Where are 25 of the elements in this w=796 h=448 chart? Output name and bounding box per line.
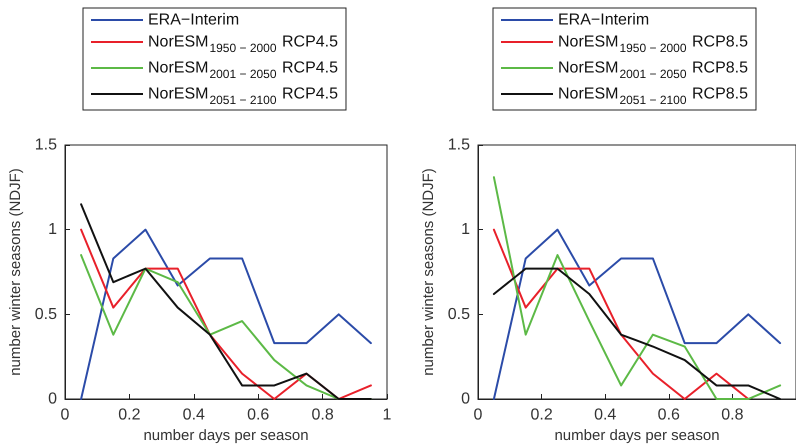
x-tick-label: 0.4 bbox=[182, 406, 206, 424]
x-tick-label: 0.6 bbox=[658, 406, 680, 424]
y-tick-label: 1 bbox=[461, 221, 470, 238]
x-tick-label: 0.2 bbox=[118, 406, 141, 424]
x-tick-label: 0.4 bbox=[594, 406, 616, 424]
x-tick-label: 0.2 bbox=[530, 406, 553, 424]
x-tick-label: 0 bbox=[474, 406, 483, 424]
y-tick-label: 0 bbox=[461, 390, 470, 408]
x-tick-label: 0.8 bbox=[311, 406, 334, 424]
y-tick-label: 0 bbox=[48, 390, 58, 408]
y-tick-label: 0.5 bbox=[34, 306, 58, 323]
y-tick-label: 1 bbox=[48, 221, 58, 238]
y-axis-title: number winter seasons (NDJF) bbox=[7, 168, 24, 376]
x-tick-label: 0.6 bbox=[247, 406, 270, 424]
y-axis-title: number winter seasons (NDJF) bbox=[420, 168, 437, 376]
legend-label: ERA−Interim bbox=[558, 12, 650, 28]
x-axis-title: number days per season bbox=[143, 426, 309, 444]
x-tick-label: 1 bbox=[382, 406, 392, 424]
y-tick-label: 1.5 bbox=[448, 136, 470, 154]
x-tick-label: 0.8 bbox=[721, 406, 744, 424]
y-tick-label: 1.5 bbox=[34, 136, 58, 154]
x-axis-title: number days per season bbox=[554, 426, 720, 444]
x-tick-label: 0 bbox=[60, 406, 70, 424]
y-tick-label: 0.5 bbox=[448, 306, 470, 323]
legend-label: ERA−Interim bbox=[148, 12, 240, 28]
